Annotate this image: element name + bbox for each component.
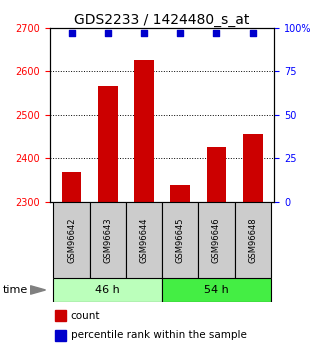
Text: percentile rank within the sample: percentile rank within the sample: [71, 331, 247, 341]
Text: GSM96646: GSM96646: [212, 217, 221, 263]
Bar: [126, 202, 162, 278]
Bar: [243, 134, 263, 202]
Point: [105, 30, 110, 36]
Bar: [55, 310, 65, 321]
Text: count: count: [71, 310, 100, 321]
Bar: [170, 185, 190, 202]
Bar: [134, 60, 154, 202]
Title: GDS2233 / 1424480_s_at: GDS2233 / 1424480_s_at: [74, 12, 250, 27]
Text: GSM96648: GSM96648: [248, 217, 257, 263]
Text: 54 h: 54 h: [204, 285, 229, 295]
Text: time: time: [3, 286, 29, 295]
Bar: [55, 330, 65, 341]
Bar: [62, 172, 82, 202]
Bar: [162, 202, 198, 278]
Polygon shape: [30, 286, 46, 294]
Text: GSM96642: GSM96642: [67, 217, 76, 263]
Text: GSM96645: GSM96645: [176, 217, 185, 263]
Point: [142, 30, 147, 36]
Text: 46 h: 46 h: [95, 285, 120, 295]
Bar: [206, 147, 226, 202]
Bar: [53, 202, 90, 278]
Point: [250, 30, 255, 36]
Bar: [90, 202, 126, 278]
Bar: [235, 202, 271, 278]
Bar: [162, 278, 271, 302]
Point: [178, 30, 183, 36]
Bar: [53, 278, 162, 302]
Text: GSM96643: GSM96643: [103, 217, 112, 263]
Bar: [98, 86, 118, 202]
Bar: [198, 202, 235, 278]
Point: [214, 30, 219, 36]
Text: GSM96644: GSM96644: [140, 217, 149, 263]
Point: [69, 30, 74, 36]
